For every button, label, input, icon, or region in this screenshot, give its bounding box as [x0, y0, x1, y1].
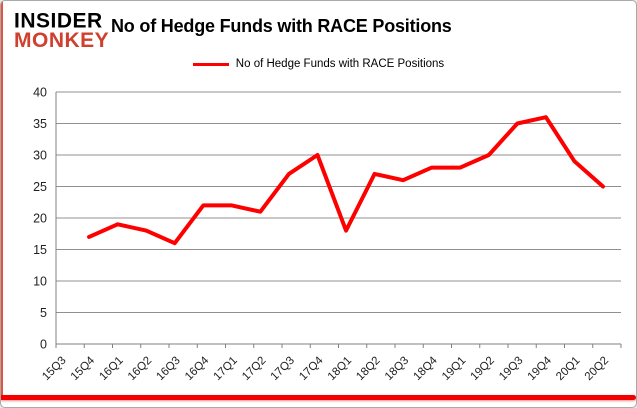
legend-line-swatch [192, 62, 229, 66]
x-tick-label: 16Q3 [154, 355, 182, 383]
y-tick-label: 20 [33, 212, 47, 226]
page-title: No of Hedge Funds with RACE Positions [111, 16, 452, 36]
bottom-red-bar [1, 395, 636, 400]
x-tick-label: 17Q3 [269, 355, 297, 383]
y-tick-label: 40 [33, 86, 47, 100]
y-tick-label: 30 [33, 149, 47, 163]
x-tick-label: 16Q4 [183, 354, 212, 383]
left-accent-bar [1, 1, 3, 397]
x-tick-label: 15Q4 [69, 354, 98, 383]
x-tick-label: 17Q1 [212, 355, 240, 383]
logo-line1: INSIDER [14, 8, 103, 33]
insider-monkey-logo: INSIDER MONKEY [14, 8, 110, 53]
y-tick-label: 5 [40, 306, 47, 320]
data-line [87, 115, 605, 246]
x-tick-label: 19Q2 [469, 355, 497, 383]
x-tick-label: 19Q3 [497, 355, 525, 383]
x-tick-label: 20Q1 [554, 355, 582, 383]
y-tick-label: 35 [33, 117, 47, 131]
chart-legend: No of Hedge Funds with RACE Positions [1, 58, 636, 70]
y-tick-label: 15 [33, 243, 47, 257]
x-tick-label: 17Q4 [297, 354, 326, 383]
y-tick-label: 10 [33, 275, 47, 289]
x-tick-label: 18Q1 [326, 355, 354, 383]
y-tick-label: 25 [33, 180, 47, 194]
x-tick-label: 19Q4 [526, 354, 555, 383]
x-tick-label: 16Q2 [126, 355, 154, 383]
logo-line2: MONKEY [14, 28, 110, 53]
x-tick-label: 19Q1 [440, 355, 468, 383]
x-tick-label: 20Q2 [583, 355, 611, 383]
x-tick-label: 17Q2 [240, 355, 268, 383]
x-tick-label: 18Q2 [354, 355, 382, 383]
x-tick-label: 16Q1 [97, 355, 125, 383]
legend-label: No of Hedge Funds with RACE Positions [235, 58, 445, 70]
x-tick-label: 15Q3 [40, 355, 68, 383]
y-tick-label: 0 [40, 338, 47, 352]
x-tick-label: 18Q4 [411, 354, 440, 383]
x-tick-label: 18Q3 [383, 355, 411, 383]
